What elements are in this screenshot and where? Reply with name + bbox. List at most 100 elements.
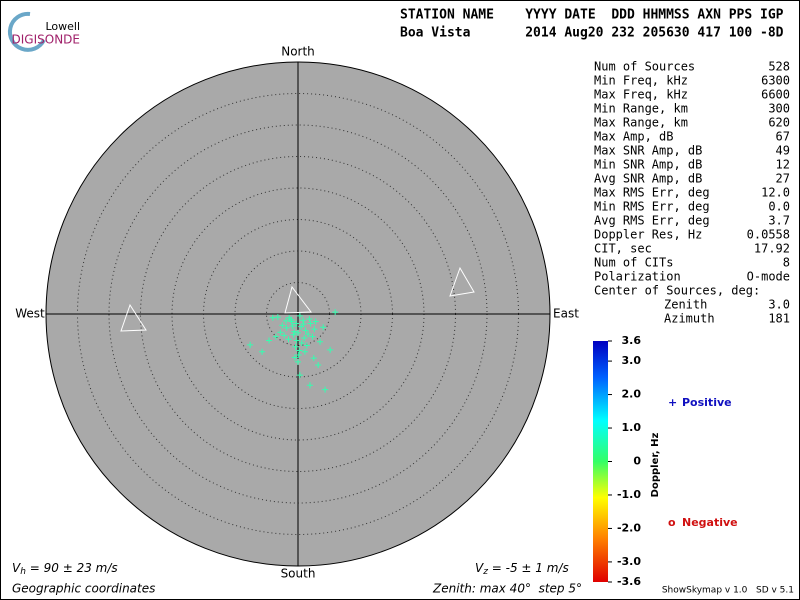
source-point — [290, 331, 297, 338]
source-point — [247, 341, 254, 348]
stat-value: 49 — [776, 144, 790, 158]
colorbar-label: Doppler, Hz — [650, 433, 661, 498]
source-point — [295, 358, 301, 365]
stat-value: 12 — [776, 158, 790, 172]
stat-label: Max Freq, kHz — [594, 88, 688, 102]
stat-value: 27 — [776, 172, 790, 186]
source-point — [269, 314, 276, 321]
version: ShowSkymap v 1.0 SD v 5.1 — [662, 586, 794, 596]
stat-value: 300 — [768, 102, 790, 116]
legend-marker: o — [668, 516, 676, 529]
source-point — [300, 317, 307, 324]
stat-value: 67 — [776, 130, 790, 144]
source-point — [288, 316, 295, 323]
source-point — [293, 337, 300, 344]
stat-label: Num of Sources — [594, 60, 695, 74]
source-point — [307, 320, 314, 327]
symbol: V — [12, 561, 21, 575]
subscript: z — [482, 567, 488, 577]
source-point — [291, 354, 298, 361]
source-point — [289, 322, 296, 329]
source-point — [296, 347, 303, 354]
direction-label: South — [281, 567, 316, 581]
symbol: V — [475, 561, 484, 575]
source-point — [322, 386, 329, 393]
center-value: 181 — [768, 312, 790, 326]
source-point — [291, 328, 298, 335]
colorbar-tick-label: 3.6 — [622, 334, 642, 347]
source-point — [279, 322, 286, 329]
source-point — [274, 314, 281, 321]
stat-value: 3.7 — [768, 214, 790, 228]
velocity-text: = 90 ± 23 m/s — [26, 561, 118, 575]
direction-label: North — [281, 45, 315, 59]
velocity-z: Vz = -5 ± 1 m/s — [475, 561, 569, 577]
source-point — [311, 326, 318, 333]
stat-label: Polarization — [594, 270, 681, 284]
stat-value: 6600 — [761, 88, 790, 102]
colorbar-tick-label: -1.0 — [617, 488, 641, 501]
direction-label: East — [553, 307, 579, 321]
center-label: Azimuth — [664, 312, 715, 326]
stat-label: Max SNR Amp, dB — [594, 144, 702, 158]
stat-value: 528 — [768, 60, 790, 74]
velocity-text: = -5 ± 1 m/s — [488, 561, 569, 575]
stat-label: Min RMS Err, deg — [594, 200, 710, 214]
logo-bottom: DIGISONDE — [12, 33, 80, 47]
stat-value: 17.92 — [754, 242, 790, 256]
colorbar — [593, 341, 608, 582]
stat-label: Avg SNR Amp, dB — [594, 172, 702, 186]
stat-label: Avg RMS Err, deg — [594, 214, 710, 228]
source-point — [301, 334, 308, 341]
header-line: STATION NAME YYYY DATE DDD HHMMSS AXN PP… — [400, 8, 784, 23]
source-point — [309, 333, 316, 340]
logo-arc — [7, 11, 46, 52]
colorbar-tick-label: 3.0 — [622, 354, 642, 367]
colorbar-tick-label: -2.0 — [617, 521, 641, 534]
legend-label: Positive — [682, 396, 732, 409]
source-point — [295, 329, 301, 336]
subscript: h — [20, 567, 26, 577]
stat-value: 0.0558 — [747, 228, 790, 242]
stat-label: Doppler Res, Hz — [594, 228, 702, 242]
source-point — [303, 342, 310, 349]
velocity-h: Vh = 90 ± 23 m/s — [12, 561, 118, 577]
source-point — [312, 318, 319, 325]
source-point — [296, 372, 303, 379]
source-point — [306, 316, 313, 323]
source-point — [317, 338, 324, 345]
source-point — [283, 317, 290, 324]
stat-label: Max Range, km — [594, 116, 688, 130]
colorbar-tick-label: 1.0 — [622, 421, 642, 434]
source-point — [306, 382, 313, 389]
colorbar-tick-label: -3.0 — [617, 555, 641, 568]
source-point — [310, 355, 317, 362]
source-point — [277, 329, 284, 336]
stat-label: Max Amp, dB — [594, 130, 673, 144]
source-point — [283, 324, 290, 331]
direction-label: West — [15, 307, 45, 321]
marker-outline — [284, 285, 312, 314]
source-point — [327, 346, 334, 353]
footer-left: Geographic coordinates — [12, 582, 155, 596]
stat-value: O-mode — [747, 270, 790, 284]
stat-label: Min Range, km — [594, 102, 688, 116]
logo-top: Lowell — [45, 20, 80, 33]
marker-outline — [449, 266, 475, 297]
footer-right: Zenith: max 40° step 5° — [432, 582, 582, 596]
stat-label: CIT, sec — [594, 242, 652, 256]
legend-marker: + — [668, 396, 677, 409]
source-point — [266, 337, 273, 344]
source-point — [300, 321, 307, 328]
stat-value: 6300 — [761, 74, 790, 88]
source-point — [298, 323, 305, 330]
source-point — [305, 331, 312, 338]
source-point — [315, 362, 322, 369]
source-point — [259, 348, 266, 355]
stat-value: 620 — [768, 116, 790, 130]
colorbar-tick-label: 0 — [633, 455, 641, 468]
marker-outline — [120, 303, 147, 332]
stat-value: 8 — [783, 256, 790, 270]
colorbar-tick-label: -3.6 — [617, 575, 641, 588]
stat-label: Num of CITs — [594, 256, 673, 270]
